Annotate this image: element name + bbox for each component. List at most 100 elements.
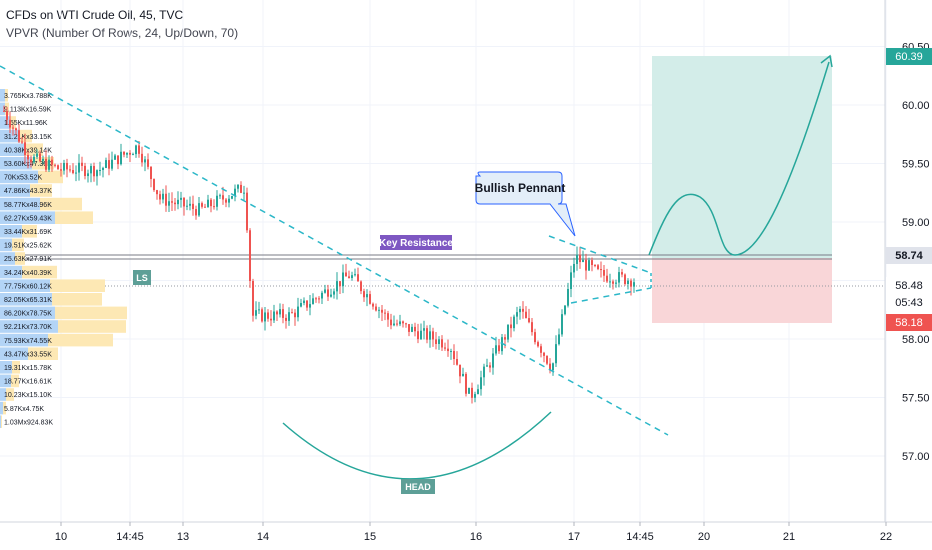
candle-body	[426, 328, 428, 340]
candle-body	[435, 339, 437, 345]
candle-body	[567, 289, 569, 306]
x-tick-label: 21	[783, 531, 795, 543]
vp-bar-down	[50, 279, 105, 292]
candle-body	[180, 197, 182, 200]
candle-body	[477, 389, 479, 395]
candle-body	[582, 259, 584, 263]
candle-body	[408, 324, 410, 332]
candle-body	[108, 160, 110, 169]
candle-body	[600, 269, 602, 271]
candle-body	[537, 342, 539, 347]
candle-body	[411, 326, 413, 332]
target-price-label: 60.39	[895, 51, 923, 63]
candle-body	[609, 281, 611, 283]
vp-bar-up	[0, 279, 50, 292]
candle-body	[564, 305, 566, 315]
vp-row-label: 1.55Kx11.96K	[4, 120, 48, 127]
candle-body	[198, 203, 200, 216]
vp-bar-down	[6, 388, 14, 401]
candle-body	[9, 119, 11, 128]
vp-bar-up	[0, 102, 5, 116]
candle-body	[30, 159, 32, 163]
candle-body	[48, 159, 50, 170]
key-resistance-badge[interactable]	[380, 235, 452, 250]
indicator-legend[interactable]: VPVR (Number Of Rows, 24, Up/Down, 70)	[6, 26, 239, 40]
stop-zone	[652, 258, 832, 323]
candle-body	[480, 377, 482, 390]
candle-body	[84, 165, 86, 177]
vp-row-label: 5.87Kx4.75K	[4, 406, 44, 413]
vp-row-label: 31.21Kx33.15K	[4, 134, 52, 141]
candle-body	[54, 164, 56, 166]
vp-bar-down	[20, 129, 32, 143]
candle-body	[90, 166, 92, 174]
downtrend-line	[0, 65, 669, 436]
vp-bar-up	[0, 157, 32, 170]
candle-body	[177, 199, 179, 205]
candle-body	[3, 110, 5, 112]
candle-body	[195, 209, 197, 216]
vp-bar-down	[38, 170, 63, 184]
x-tick-label: 17	[568, 531, 580, 543]
candle-body	[474, 394, 476, 398]
bullish-pennant-callout[interactable]	[475, 171, 576, 237]
candle-body	[135, 145, 137, 155]
vp-bar-down	[22, 225, 37, 238]
candle-body	[144, 159, 146, 163]
candle-body	[414, 326, 416, 332]
candle-body	[540, 346, 542, 353]
vp-bar-up	[0, 388, 6, 401]
x-tick-label: 16	[470, 531, 482, 543]
pennant-upper-line	[548, 235, 652, 274]
candle-body	[252, 281, 254, 316]
head-label: HEAD	[405, 482, 431, 492]
candle-body	[246, 192, 248, 231]
candle-body	[33, 156, 35, 163]
candle-body	[276, 311, 278, 315]
candle-body	[270, 318, 272, 321]
candle-body	[453, 351, 455, 360]
candle-body	[123, 151, 125, 155]
candle-body	[75, 172, 77, 174]
candle-body	[348, 276, 350, 279]
head-badge[interactable]	[401, 479, 435, 494]
candle-body	[81, 162, 83, 166]
candle-body	[162, 193, 164, 200]
candle-body	[468, 387, 470, 394]
left-shoulder-badge[interactable]	[133, 270, 151, 285]
candle-body	[57, 165, 59, 170]
candle-body	[519, 308, 521, 313]
candle-body	[543, 352, 545, 356]
x-tick-label: 14:45	[626, 531, 654, 543]
x-axis[interactable]: 10 14:45 13 14 15 16 17 14:45 20 21 22	[55, 522, 892, 543]
candle-body	[432, 331, 434, 340]
vp-bar-down	[12, 238, 24, 252]
last-price-label: 58.48	[895, 280, 923, 292]
vp-bar-up	[0, 293, 52, 306]
candle-body	[594, 265, 596, 267]
vp-bar-up	[0, 197, 40, 211]
candle-body	[258, 309, 260, 311]
x-tick-label: 20	[698, 531, 710, 543]
vp-bar-up	[0, 252, 15, 265]
vp-row-label: 77.75Kx60.12K	[4, 283, 52, 290]
candle-body	[498, 345, 500, 352]
vp-bar-up	[0, 143, 25, 156]
y-tick-label: 57.50	[902, 393, 930, 405]
candle-body	[342, 272, 344, 287]
x-tick-label: 10	[55, 531, 67, 543]
vp-row-label: 33.44Kx31.69K	[4, 229, 52, 236]
vp-row-label: 47.86Kx43.37K	[4, 188, 52, 195]
candle-body	[456, 359, 458, 365]
candle-body	[24, 142, 26, 155]
x-tick-label: 22	[880, 531, 892, 543]
vp-row-label: 10.23Kx15.10K	[4, 392, 52, 399]
candle-body	[12, 127, 14, 129]
projection-arrow-icon	[820, 54, 833, 68]
candle-body	[396, 323, 398, 325]
head-arc	[282, 411, 552, 480]
candle-body	[210, 199, 212, 207]
candle-body	[99, 169, 101, 171]
